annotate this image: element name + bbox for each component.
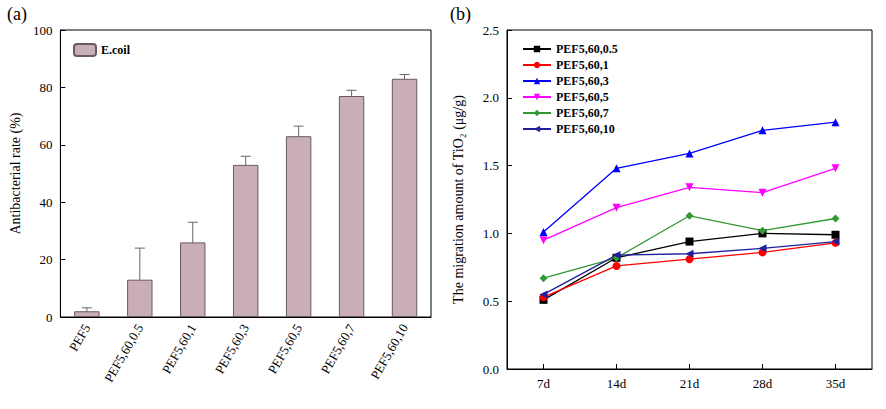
svg-text:PEF5,60,1: PEF5,60,1	[556, 58, 609, 72]
svg-text:The migration amount of TiO₂ (: The migration amount of TiO₂ (μg/g)	[451, 95, 467, 304]
svg-text:PEF5: PEF5	[66, 321, 93, 354]
svg-text:PEF5,60,3: PEF5,60,3	[212, 321, 252, 376]
svg-text:20: 20	[39, 252, 52, 267]
svg-text:7d: 7d	[537, 376, 551, 391]
svg-text:PEF5,60,10: PEF5,60,10	[367, 321, 411, 382]
svg-text:28d: 28d	[753, 376, 773, 391]
svg-text:35d: 35d	[826, 376, 846, 391]
svg-text:PEF5,60,1: PEF5,60,1	[159, 321, 199, 376]
svg-text:60: 60	[39, 137, 52, 152]
svg-text:PEF5,60,3: PEF5,60,3	[556, 74, 609, 88]
svg-text:Antibacterial rate (%): Antibacterial rate (%)	[8, 112, 24, 234]
svg-text:PEF5,60,0.5: PEF5,60,0.5	[101, 321, 146, 384]
svg-text:1.0: 1.0	[483, 226, 499, 241]
svg-text:0.5: 0.5	[483, 294, 499, 309]
svg-text:40: 40	[39, 195, 52, 210]
svg-text:PEF5,60,0.5: PEF5,60,0.5	[556, 42, 618, 56]
svg-text:PEF5,60,10: PEF5,60,10	[556, 122, 615, 136]
svg-text:80: 80	[39, 80, 52, 95]
svg-text:E.coil: E.coil	[101, 43, 131, 57]
svg-text:PEF5,60,5: PEF5,60,5	[265, 321, 305, 376]
svg-text:2.5: 2.5	[483, 23, 499, 38]
svg-text:100: 100	[33, 23, 53, 38]
svg-text:(b): (b)	[450, 4, 471, 25]
svg-text:PEF5,60,7: PEF5,60,7	[318, 321, 359, 376]
svg-text:1.5: 1.5	[483, 158, 499, 173]
svg-text:2.0: 2.0	[483, 90, 499, 105]
svg-text:21d: 21d	[680, 376, 700, 391]
svg-text:0: 0	[46, 310, 53, 325]
svg-text:(a): (a)	[7, 4, 27, 25]
svg-text:14d: 14d	[607, 376, 627, 391]
svg-text:PEF5,60,7: PEF5,60,7	[556, 106, 609, 120]
svg-text:0.0: 0.0	[483, 362, 499, 377]
svg-text:PEF5,60,5: PEF5,60,5	[556, 90, 609, 104]
